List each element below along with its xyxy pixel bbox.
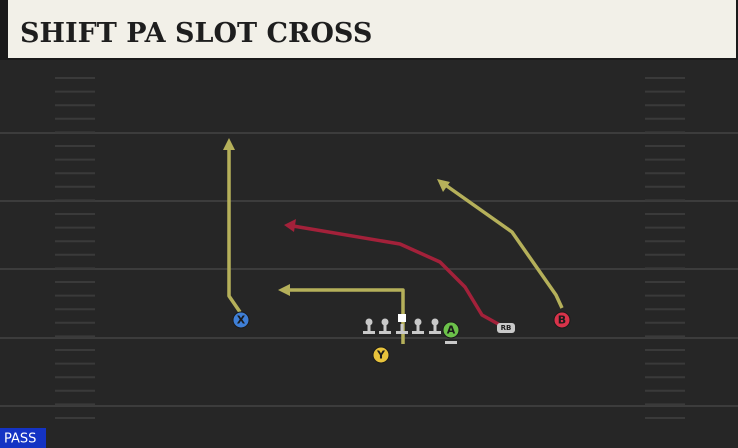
badge-bg (0, 428, 46, 448)
play-title: SHIFT PA SLOT CROSS (20, 18, 372, 49)
players: X Y A B RB (232, 311, 571, 364)
yard-lines (0, 132, 738, 407)
player-y (372, 346, 390, 364)
hash-marks (55, 77, 685, 419)
player-b (553, 311, 571, 329)
route-rb (292, 224, 501, 327)
linemen (363, 314, 457, 344)
player-label: B (558, 314, 566, 327)
route-x (227, 146, 242, 313)
player-label: A (447, 324, 456, 337)
header: SHIFT PA SLOT CROSS (0, 0, 738, 60)
route-b (442, 182, 564, 309)
player-label: RB (501, 324, 512, 332)
player-a (442, 321, 460, 339)
player-label: X (237, 314, 246, 327)
play-type-badge: PASS (4, 432, 36, 447)
player-x (232, 311, 250, 329)
arrowheads (223, 138, 450, 296)
player-label: Y (376, 349, 386, 362)
player-rb (497, 323, 515, 333)
